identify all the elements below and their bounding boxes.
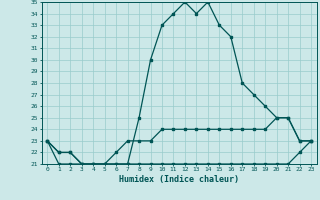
X-axis label: Humidex (Indice chaleur): Humidex (Indice chaleur): [119, 175, 239, 184]
